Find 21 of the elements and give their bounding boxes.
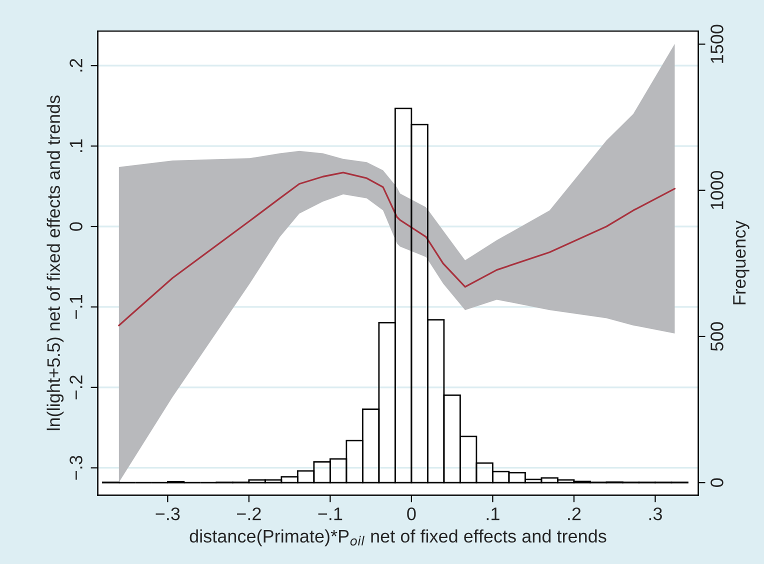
x-tick-label: .2	[568, 507, 581, 520]
x-tick-label: .3	[649, 507, 662, 520]
y-axis-title: ln(light+5.5) net of fixed effects and trends	[46, 96, 64, 430]
x-tick-label: −.3	[156, 507, 180, 520]
y-tick-label: 0	[70, 222, 82, 231]
y2-tick-label: 0	[710, 478, 724, 487]
x-tick-label: .1	[486, 508, 500, 520]
y2-tick-label: 1500	[710, 24, 724, 63]
x-axis-title: distance(Primate)*P$_{oil}$ net of fixed effects and trends	[190, 529, 606, 546]
y-tick-label: −.2	[70, 376, 82, 400]
x-tick-label: 0	[407, 507, 416, 520]
y2-tick-label: 1000	[710, 170, 724, 210]
line-series	[118, 172, 676, 326]
x-tick-label: −.2	[237, 507, 261, 520]
y-tick-label: .2	[70, 58, 82, 72]
x-tick-label: −.1	[318, 508, 342, 520]
y-tick-label: .1	[70, 139, 82, 152]
y-tick-label: −.3	[70, 456, 82, 480]
y2-axis-title: Frequency	[733, 220, 750, 304]
y2-tick-label: 500	[710, 322, 724, 351]
y-tick-label: −.1	[70, 295, 82, 319]
